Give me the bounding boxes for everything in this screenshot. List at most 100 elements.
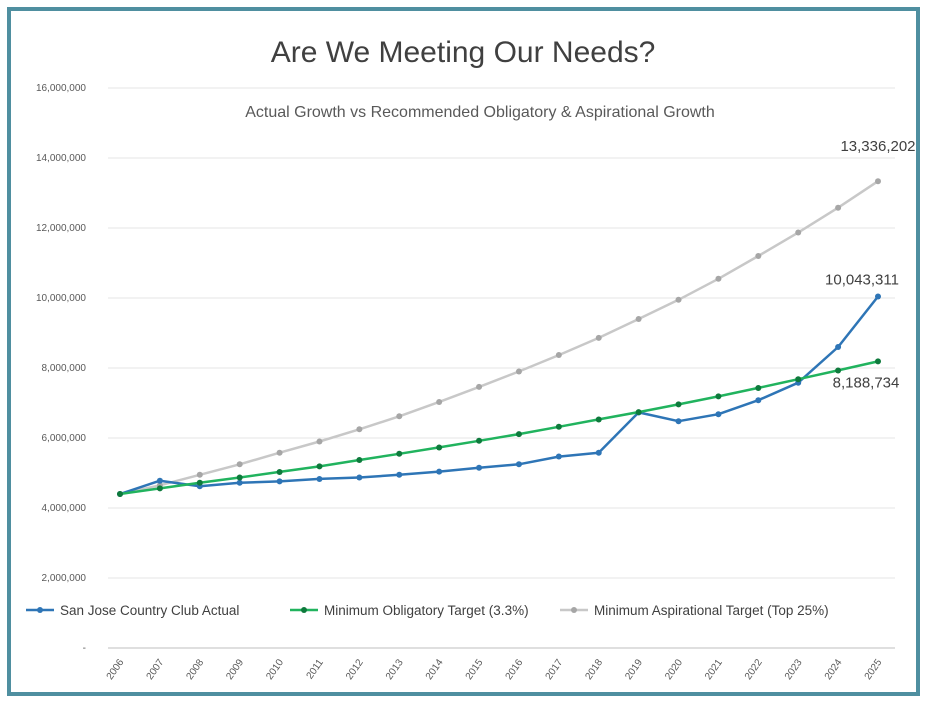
data-point <box>156 485 163 492</box>
x-tick-label: 2013 <box>384 657 406 682</box>
y-tick-label: 4,000,000 <box>42 503 87 514</box>
y-axis: - 2,000,000 4,000,000 6,000,000 8,000,000 10,… <box>36 83 86 654</box>
data-point <box>675 296 682 303</box>
y-tick-label: 10,000,000 <box>36 293 86 304</box>
data-point <box>635 316 642 322</box>
data-point <box>515 368 522 375</box>
end-value-label: 13,336,202 <box>840 138 915 155</box>
data-point <box>356 426 363 433</box>
chart-title: Are We Meeting Our Needs? <box>271 36 656 69</box>
x-tick-label: 2012 <box>344 657 366 682</box>
data-point <box>156 477 163 484</box>
data-point <box>555 423 562 430</box>
data-point <box>316 438 323 445</box>
x-tick-label: 2020 <box>663 657 685 682</box>
data-point <box>835 204 842 211</box>
data-point <box>436 398 443 405</box>
data-point <box>515 431 522 438</box>
x-tick-label: 2008 <box>184 657 206 682</box>
x-tick-label: 2023 <box>783 657 805 682</box>
data-point <box>276 478 283 485</box>
y-tick-label: 12,000,000 <box>36 223 86 234</box>
x-tick-label: 2018 <box>583 657 605 682</box>
data-point <box>276 468 283 475</box>
chart-frame <box>7 7 920 696</box>
y-tick-label: - <box>83 643 86 654</box>
series-line-1 <box>119 295 879 496</box>
data-point <box>117 491 123 497</box>
data-point <box>795 376 802 383</box>
x-tick-label: 2010 <box>264 657 286 682</box>
data-point <box>875 358 881 365</box>
legend-swatch-marker <box>37 607 43 613</box>
data-labels: 13,336,202 10,043,311 8,188,734 <box>825 138 916 391</box>
end-value-label: 8,188,734 <box>833 374 900 391</box>
data-point <box>236 479 243 486</box>
data-point <box>236 461 243 468</box>
data-point <box>276 449 283 456</box>
x-tick-label: 2021 <box>703 657 725 682</box>
data-point <box>196 479 203 486</box>
x-tick-label: 2009 <box>224 657 246 682</box>
data-point <box>396 413 403 420</box>
x-tick-label: 2015 <box>464 657 486 682</box>
data-point <box>436 468 443 475</box>
y-tick-label: 16,000,000 <box>36 83 86 94</box>
legend-entry: Minimum Aspirational Target (Top 25%) <box>594 603 829 618</box>
x-tick-label: 2006 <box>105 657 127 682</box>
data-point <box>675 401 682 408</box>
data-point <box>835 344 842 350</box>
x-tick-label: 2007 <box>145 657 167 682</box>
data-point <box>755 384 762 391</box>
gridlines <box>108 87 895 579</box>
legend-swatch-marker <box>301 607 307 613</box>
data-point <box>595 334 602 341</box>
data-point <box>595 416 602 423</box>
data-point <box>875 178 881 185</box>
data-point <box>795 229 802 236</box>
x-tick-label: 2014 <box>424 657 446 682</box>
x-tick-label: 2024 <box>823 657 845 682</box>
chart-subtitle: Actual Growth vs Recommended Obligatory … <box>245 104 715 121</box>
series-group <box>117 178 881 497</box>
data-point <box>356 457 363 464</box>
data-point <box>316 475 323 482</box>
x-tick-label: 2022 <box>743 657 765 682</box>
series-line-0 <box>119 180 879 496</box>
legend-entry: San Jose Country Club Actual <box>60 603 239 618</box>
data-point <box>515 461 522 468</box>
data-point <box>555 352 562 359</box>
legend: San Jose Country Club Actual Minimum Obli… <box>26 603 829 618</box>
data-point <box>715 393 722 400</box>
data-point <box>755 397 762 404</box>
data-point <box>396 450 403 457</box>
data-point <box>476 383 483 390</box>
series-line-2 <box>119 360 879 496</box>
x-tick-label: 2025 <box>863 657 885 682</box>
data-point <box>715 275 722 282</box>
x-tick-label: 2017 <box>544 657 566 682</box>
y-tick-label: 6,000,000 <box>42 433 87 444</box>
data-point <box>236 474 243 481</box>
data-point <box>356 474 363 481</box>
x-tick-label: 2019 <box>623 657 645 682</box>
data-point <box>875 293 881 300</box>
y-tick-label: 14,000,000 <box>36 153 86 164</box>
data-point <box>715 411 722 418</box>
data-point <box>396 471 403 478</box>
data-point <box>555 453 562 460</box>
legend-entry: Minimum Obligatory Target (3.3%) <box>324 603 529 618</box>
data-point <box>595 449 602 456</box>
data-point <box>476 464 483 471</box>
x-tick-label: 2011 <box>305 657 327 681</box>
end-value-label: 10,043,311 <box>825 271 899 288</box>
data-point <box>755 253 762 259</box>
data-point <box>436 444 443 451</box>
data-point <box>196 471 203 478</box>
data-point <box>476 437 483 444</box>
data-point <box>316 463 323 470</box>
x-tick-label: 2016 <box>504 657 526 682</box>
legend-swatch-marker <box>571 607 577 613</box>
data-point <box>835 367 842 374</box>
